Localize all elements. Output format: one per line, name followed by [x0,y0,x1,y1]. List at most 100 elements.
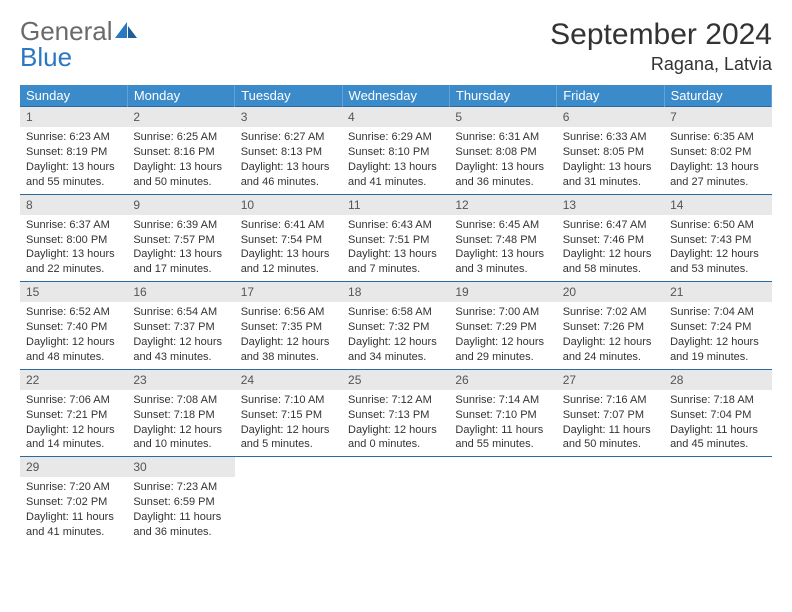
week-row: 29Sunrise: 7:20 AMSunset: 7:02 PMDayligh… [20,457,772,544]
sunset-text: Sunset: 7:26 PM [563,320,658,335]
dow-row: Sunday Monday Tuesday Wednesday Thursday… [20,85,772,107]
dow-tue: Tuesday [235,85,342,107]
title-block: September 2024 Ragana, Latvia [550,18,772,75]
daylight-text: Daylight: 11 hours and 50 minutes. [563,423,658,453]
daylight-text: Daylight: 12 hours and 24 minutes. [563,335,658,365]
day-body: Sunrise: 6:54 AMSunset: 7:37 PMDaylight:… [127,302,234,368]
day-body: Sunrise: 6:37 AMSunset: 8:00 PMDaylight:… [20,215,127,281]
page-title: September 2024 [550,18,772,52]
sunset-text: Sunset: 7:48 PM [455,233,550,248]
daylight-text: Daylight: 11 hours and 36 minutes. [133,510,228,540]
sunrise-text: Sunrise: 6:54 AM [133,305,228,320]
day-cell: 1Sunrise: 6:23 AMSunset: 8:19 PMDaylight… [20,107,127,195]
week-row: 1Sunrise: 6:23 AMSunset: 8:19 PMDaylight… [20,107,772,195]
day-number: 25 [342,370,449,390]
day-body: Sunrise: 7:16 AMSunset: 7:07 PMDaylight:… [557,390,664,456]
daylight-text: Daylight: 13 hours and 12 minutes. [241,247,336,277]
day-number: 28 [664,370,771,390]
day-body: Sunrise: 6:45 AMSunset: 7:48 PMDaylight:… [449,215,556,281]
sunset-text: Sunset: 8:19 PM [26,145,121,160]
daylight-text: Daylight: 12 hours and 10 minutes. [133,423,228,453]
sunrise-text: Sunrise: 6:43 AM [348,218,443,233]
week-row: 8Sunrise: 6:37 AMSunset: 8:00 PMDaylight… [20,194,772,282]
day-body: Sunrise: 6:29 AMSunset: 8:10 PMDaylight:… [342,127,449,193]
day-cell: 20Sunrise: 7:02 AMSunset: 7:26 PMDayligh… [557,282,664,370]
day-number: 29 [20,457,127,477]
daylight-text: Daylight: 13 hours and 46 minutes. [241,160,336,190]
day-cell: 4Sunrise: 6:29 AMSunset: 8:10 PMDaylight… [342,107,449,195]
day-body: Sunrise: 7:20 AMSunset: 7:02 PMDaylight:… [20,477,127,543]
dow-thu: Thursday [449,85,556,107]
day-body: Sunrise: 6:35 AMSunset: 8:02 PMDaylight:… [664,127,771,193]
day-cell: 24Sunrise: 7:10 AMSunset: 7:15 PMDayligh… [235,369,342,457]
daylight-text: Daylight: 13 hours and 22 minutes. [26,247,121,277]
day-cell: 10Sunrise: 6:41 AMSunset: 7:54 PMDayligh… [235,194,342,282]
day-number: 22 [20,370,127,390]
day-body: Sunrise: 7:02 AMSunset: 7:26 PMDaylight:… [557,302,664,368]
day-body: Sunrise: 7:12 AMSunset: 7:13 PMDaylight:… [342,390,449,456]
day-number: 1 [20,107,127,127]
day-body: Sunrise: 6:27 AMSunset: 8:13 PMDaylight:… [235,127,342,193]
sunset-text: Sunset: 7:37 PM [133,320,228,335]
sunrise-text: Sunrise: 6:50 AM [670,218,765,233]
sunset-text: Sunset: 6:59 PM [133,495,228,510]
sunrise-text: Sunrise: 6:31 AM [455,130,550,145]
sunset-text: Sunset: 7:13 PM [348,408,443,423]
sunrise-text: Sunrise: 7:04 AM [670,305,765,320]
daylight-text: Daylight: 13 hours and 36 minutes. [455,160,550,190]
day-body: Sunrise: 7:04 AMSunset: 7:24 PMDaylight:… [664,302,771,368]
day-body: Sunrise: 7:14 AMSunset: 7:10 PMDaylight:… [449,390,556,456]
sunset-text: Sunset: 8:02 PM [670,145,765,160]
day-number: 26 [449,370,556,390]
day-cell: 7Sunrise: 6:35 AMSunset: 8:02 PMDaylight… [664,107,771,195]
dow-fri: Friday [557,85,664,107]
daylight-text: Daylight: 12 hours and 48 minutes. [26,335,121,365]
sunset-text: Sunset: 7:54 PM [241,233,336,248]
day-number: 10 [235,195,342,215]
sunset-text: Sunset: 8:16 PM [133,145,228,160]
day-number: 12 [449,195,556,215]
calendar-page: GeneralBlue September 2024 Ragana, Latvi… [0,0,792,562]
daylight-text: Daylight: 12 hours and 19 minutes. [670,335,765,365]
sunrise-text: Sunrise: 6:25 AM [133,130,228,145]
day-body: Sunrise: 6:43 AMSunset: 7:51 PMDaylight:… [342,215,449,281]
day-cell: 17Sunrise: 6:56 AMSunset: 7:35 PMDayligh… [235,282,342,370]
sunrise-text: Sunrise: 6:58 AM [348,305,443,320]
calendar-table: Sunday Monday Tuesday Wednesday Thursday… [20,85,772,544]
day-number: 11 [342,195,449,215]
sunrise-text: Sunrise: 7:08 AM [133,393,228,408]
daylight-text: Daylight: 13 hours and 50 minutes. [133,160,228,190]
day-number: 30 [127,457,234,477]
day-cell: 30 Sunrise: 7:23 AMSunset: 6:59 PMDayligh… [127,457,234,544]
logo-word-2: Blue [20,42,72,72]
day-cell: 27Sunrise: 7:16 AMSunset: 7:07 PMDayligh… [557,369,664,457]
sunrise-text: Sunrise: 7:20 AM [26,480,121,495]
sunset-text: Sunset: 7:10 PM [455,408,550,423]
day-cell: 18Sunrise: 6:58 AMSunset: 7:32 PMDayligh… [342,282,449,370]
sunrise-text: Sunrise: 7:00 AM [455,305,550,320]
day-number: 3 [235,107,342,127]
header: GeneralBlue September 2024 Ragana, Latvi… [20,18,772,75]
sunset-text: Sunset: 7:04 PM [670,408,765,423]
day-cell: 21Sunrise: 7:04 AMSunset: 7:24 PMDayligh… [664,282,771,370]
dow-sun: Sunday [20,85,127,107]
day-cell: 2 Sunrise: 6:25 AMSunset: 8:16 PMDaylight… [127,107,234,195]
sunrise-text: Sunrise: 6:35 AM [670,130,765,145]
week-row: 15Sunrise: 6:52 AMSunset: 7:40 PMDayligh… [20,282,772,370]
sunrise-text: Sunrise: 7:23 AM [133,480,228,495]
day-number: 20 [557,282,664,302]
day-body: Sunrise: 7:08 AMSunset: 7:18 PMDaylight:… [127,390,234,456]
day-cell: 16Sunrise: 6:54 AMSunset: 7:37 PMDayligh… [127,282,234,370]
daylight-text: Daylight: 13 hours and 41 minutes. [348,160,443,190]
daylight-text: Daylight: 13 hours and 17 minutes. [133,247,228,277]
daylight-text: Daylight: 13 hours and 7 minutes. [348,247,443,277]
day-cell: 22Sunrise: 7:06 AMSunset: 7:21 PMDayligh… [20,369,127,457]
sunset-text: Sunset: 7:15 PM [241,408,336,423]
sunset-text: Sunset: 8:00 PM [26,233,121,248]
sunrise-text: Sunrise: 6:37 AM [26,218,121,233]
dow-sat: Saturday [664,85,771,107]
calendar-body: 1Sunrise: 6:23 AMSunset: 8:19 PMDaylight… [20,107,772,544]
day-number: 2 [127,107,234,127]
day-body: Sunrise: 6:58 AMSunset: 7:32 PMDaylight:… [342,302,449,368]
daylight-text: Daylight: 12 hours and 5 minutes. [241,423,336,453]
